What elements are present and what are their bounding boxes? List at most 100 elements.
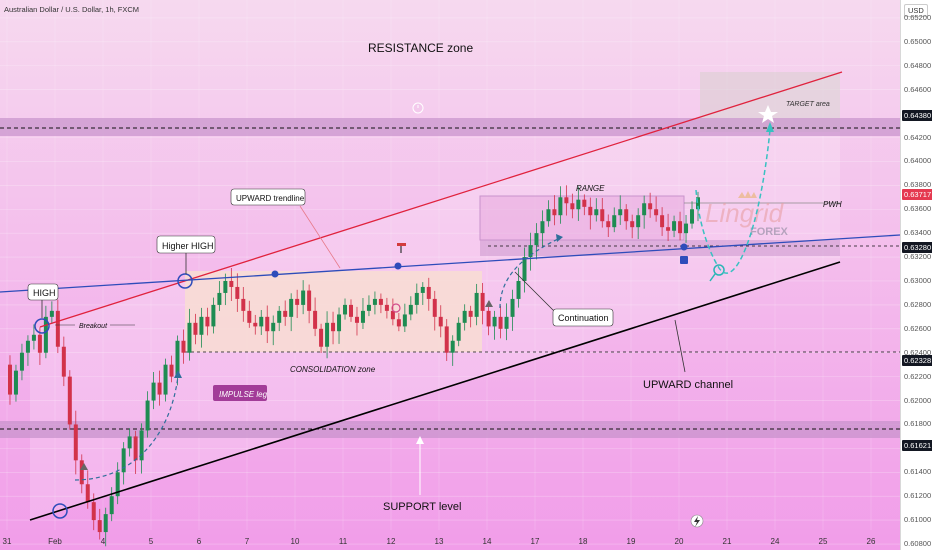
candle-body (349, 304, 353, 317)
candle-body (450, 340, 455, 353)
candle-body (666, 227, 671, 231)
price-tick-label: 0.63600 (904, 204, 932, 214)
pwh-label: PWH (823, 200, 842, 209)
higher-high-tag (156, 235, 216, 254)
candle-body (462, 310, 467, 323)
candle-body (37, 334, 42, 353)
candle-body (67, 376, 72, 425)
time-tick-label: 17 (531, 537, 540, 546)
candle-body (510, 298, 515, 317)
candle-body (283, 310, 288, 317)
price-tick-label: 0.63800 (904, 180, 932, 190)
continuation-tag (552, 308, 614, 327)
price-tick-label: 0.62200 (904, 371, 932, 381)
continuation-callout-line (514, 271, 556, 313)
candle-body (486, 310, 491, 327)
candle-body (271, 322, 276, 332)
candle-body (175, 340, 180, 377)
candle-body (618, 209, 623, 216)
candle-body (259, 316, 264, 327)
candle-body (504, 316, 509, 329)
price-axis[interactable]: USD 0.65200 0.65000 0.64800 0.64600 0.64200 0… (900, 0, 932, 550)
trendline-point (271, 270, 279, 278)
candle-body (678, 221, 683, 234)
trendline-point (394, 262, 402, 270)
candle-body (468, 310, 473, 317)
candle-body (25, 340, 30, 353)
candle-body (630, 221, 635, 228)
chart-canvas[interactable]: TARGET area Lingrid FOREX RE (0, 0, 900, 550)
candle-body (354, 316, 359, 323)
consolidation-zone-box (185, 271, 482, 352)
price-tick-label: 0.65000 (904, 36, 932, 46)
candle-body (229, 280, 234, 287)
price-tick-label: 0.64800 (904, 60, 932, 70)
candle-body (636, 215, 641, 228)
price-tick-label: 0.61400 (904, 467, 932, 477)
time-tick-label: 12 (387, 537, 396, 546)
time-tick-label: 26 (867, 537, 876, 546)
time-tick-label: 20 (675, 537, 684, 546)
time-tick-label: 25 (819, 537, 828, 546)
candle-body (390, 310, 395, 320)
price-tick-label: 0.64200 (904, 132, 932, 142)
time-tick-label: 18 (579, 537, 588, 546)
price-tick-label: 0.62600 (904, 323, 932, 333)
candle-body (684, 223, 689, 234)
candle-body (540, 221, 545, 234)
time-tick-label: Feb (48, 537, 62, 546)
price-tick-label: 0.64600 (904, 84, 932, 94)
currency-label[interactable]: USD (904, 4, 928, 17)
up-arrow-marker (80, 300, 493, 470)
hammer-icon (397, 243, 406, 253)
candles (7, 185, 700, 547)
time-tick-label: 24 (771, 537, 780, 546)
candle-body (331, 322, 336, 332)
lightning-icon[interactable] (690, 514, 704, 528)
candle-body (61, 346, 66, 377)
candle-body (378, 298, 383, 305)
price-tick-label: 0.64000 (904, 156, 932, 166)
candle-body (265, 316, 270, 332)
candle-body (301, 290, 306, 305)
consolidation-zone-label: CONSOLIDATION zone (290, 365, 376, 374)
time-tick-label: 14 (483, 537, 492, 546)
candle-body (295, 298, 300, 305)
candle-body (241, 298, 246, 311)
price-tick-label: 0.62000 (904, 395, 932, 405)
candle-body (420, 286, 425, 293)
candle-body (151, 382, 156, 401)
resistance-zone-label: RESISTANCE zone (368, 41, 473, 55)
crown-icon (738, 191, 757, 198)
candle-body (558, 197, 563, 216)
candle-body (546, 209, 551, 222)
upward-trendline-tag (230, 188, 306, 206)
snail-icon (391, 303, 401, 313)
candle-body (696, 197, 700, 210)
candle-body (414, 292, 419, 305)
price-level-badge: 0.63280 (902, 241, 932, 253)
candle-body (223, 280, 228, 293)
symbol-title: Australian Dollar / U.S. Dollar, 1h, FXC… (4, 5, 139, 14)
higher-high-marker (177, 273, 193, 289)
range-label: RANGE (576, 184, 605, 193)
time-tick-label: 4 (101, 537, 106, 546)
watermark-forex: FOREX (750, 226, 789, 238)
candle-body (606, 221, 611, 228)
price-level-badge: 0.61621 (902, 439, 932, 451)
candle-body (384, 304, 389, 311)
price-tick-label: 0.61800 (904, 419, 932, 429)
upward-channel-label: UPWARD channel (643, 379, 733, 391)
continuation-arrow (499, 237, 561, 309)
red-resistance-trendline (39, 71, 843, 328)
candle-body (103, 514, 108, 533)
resistance-zone-band (0, 118, 900, 136)
low-marker (52, 503, 68, 519)
candle-body (235, 286, 240, 299)
candle-body (402, 314, 407, 327)
projection-arrowhead (766, 122, 774, 132)
higher-high-label: Higher HIGH (162, 241, 214, 251)
time-tick-label: 6 (197, 537, 202, 546)
high-marker (34, 318, 50, 334)
projection-low-marker (713, 264, 725, 276)
